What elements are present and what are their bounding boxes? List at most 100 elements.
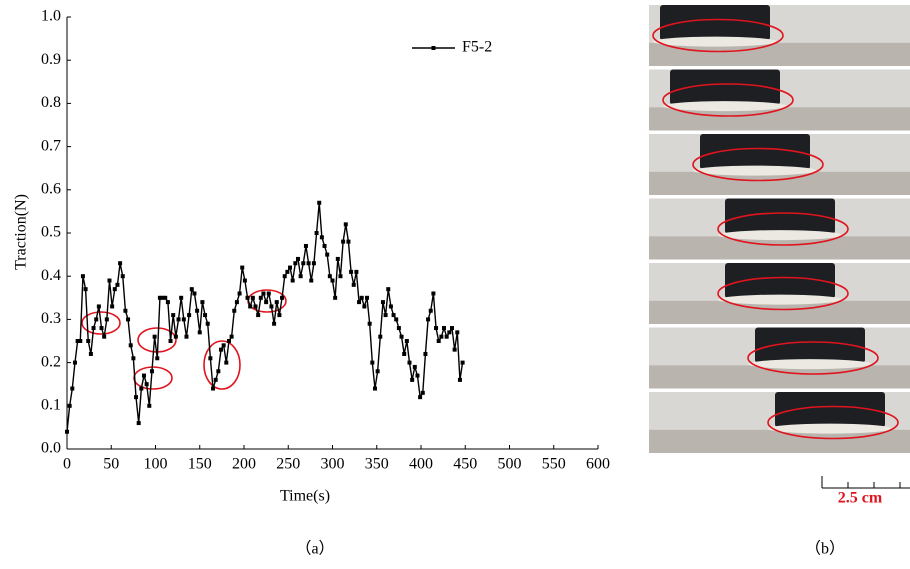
data-point	[380, 300, 385, 305]
data-point	[181, 317, 186, 322]
y-tick-label: 0.5	[41, 224, 61, 241]
data-point	[298, 274, 303, 279]
data-point	[306, 261, 311, 266]
data-point	[301, 261, 306, 266]
weight-block	[725, 198, 835, 234]
data-point	[354, 269, 359, 274]
data-point	[359, 295, 364, 300]
x-tick-label: 300	[321, 456, 345, 473]
highlight-ellipse	[81, 311, 121, 335]
data-point	[325, 252, 330, 257]
data-point	[189, 287, 194, 292]
data-point	[420, 390, 425, 395]
panel-label: （b）	[805, 540, 845, 558]
photo-strip	[649, 5, 910, 453]
data-point	[439, 334, 444, 339]
x-tick-label: 600	[586, 456, 610, 473]
y-tick-label: 0.2	[41, 353, 61, 370]
gravel	[718, 294, 842, 305]
weight-block	[670, 69, 780, 105]
data-point	[131, 356, 136, 361]
data-point	[67, 403, 72, 408]
data-point	[104, 317, 109, 322]
data-point	[155, 356, 160, 361]
data-point	[277, 313, 282, 318]
weight-block	[755, 327, 865, 363]
highlight-ellipse	[203, 340, 241, 390]
highlight-ellipse	[652, 18, 784, 53]
data-point	[396, 326, 401, 331]
y-axis-label: Traction(N)	[13, 194, 30, 270]
data-point	[449, 326, 454, 331]
data-point	[232, 308, 237, 313]
data-point	[213, 377, 218, 382]
data-point	[229, 334, 234, 339]
data-point	[248, 304, 253, 309]
data-point	[149, 369, 154, 374]
y-tick-label: 0.4	[41, 267, 61, 284]
photo-floor	[649, 429, 910, 453]
data-line	[66, 202, 464, 432]
data-point	[434, 326, 439, 331]
data-point	[123, 308, 128, 313]
data-point	[141, 373, 146, 378]
highlight-ellipse	[692, 147, 824, 182]
data-point	[176, 317, 181, 322]
data-point	[410, 377, 415, 382]
data-point	[102, 334, 107, 339]
x-axis-label: Time(s)	[280, 488, 330, 505]
highlight-ellipse	[717, 212, 849, 246]
data-point	[157, 295, 162, 300]
data-point	[404, 339, 409, 343]
data-point	[375, 369, 380, 374]
data-point	[88, 351, 93, 356]
data-point	[78, 339, 83, 343]
x-tick-label: 450	[453, 456, 477, 473]
highlight-ellipse	[747, 341, 879, 375]
data-point	[226, 339, 231, 343]
highlight-ellipse	[717, 276, 849, 311]
data-point	[203, 313, 208, 318]
data-point	[160, 295, 165, 300]
y-tick-label: 0.9	[41, 51, 61, 68]
data-point	[221, 343, 226, 348]
data-point	[184, 334, 189, 339]
data-point	[112, 287, 117, 292]
x-tick-label: 200	[232, 456, 256, 473]
data-point	[415, 373, 420, 378]
data-point	[455, 330, 460, 335]
data-point	[264, 300, 269, 305]
data-point	[367, 321, 372, 326]
data-point	[412, 364, 417, 369]
data-point	[311, 261, 316, 266]
x-tick-label: 500	[498, 456, 522, 473]
x-tick-label: 0	[63, 456, 71, 473]
data-point	[91, 326, 96, 331]
data-point	[192, 291, 197, 296]
data-point	[134, 395, 139, 400]
weight-block	[660, 5, 770, 41]
data-point	[303, 243, 308, 248]
data-point	[293, 261, 298, 266]
data-point	[442, 326, 447, 331]
data-point	[431, 291, 436, 296]
data-point	[208, 356, 213, 361]
data-point	[179, 295, 184, 300]
data-point	[288, 265, 293, 270]
y-tick-label: 0.6	[41, 180, 61, 197]
data-point	[343, 222, 348, 227]
data-point	[163, 295, 168, 300]
data-point	[418, 395, 423, 400]
data-point	[240, 265, 245, 270]
data-point	[386, 287, 391, 292]
data-point	[195, 308, 200, 313]
y-tick-label: 0.8	[41, 94, 61, 111]
data-point	[152, 334, 157, 339]
data-point	[351, 282, 356, 287]
x-tick-label: 250	[276, 456, 300, 473]
x-tick-label: 350	[365, 456, 389, 473]
data-point	[75, 339, 80, 343]
weight-block	[725, 263, 835, 299]
data-point	[86, 339, 91, 343]
